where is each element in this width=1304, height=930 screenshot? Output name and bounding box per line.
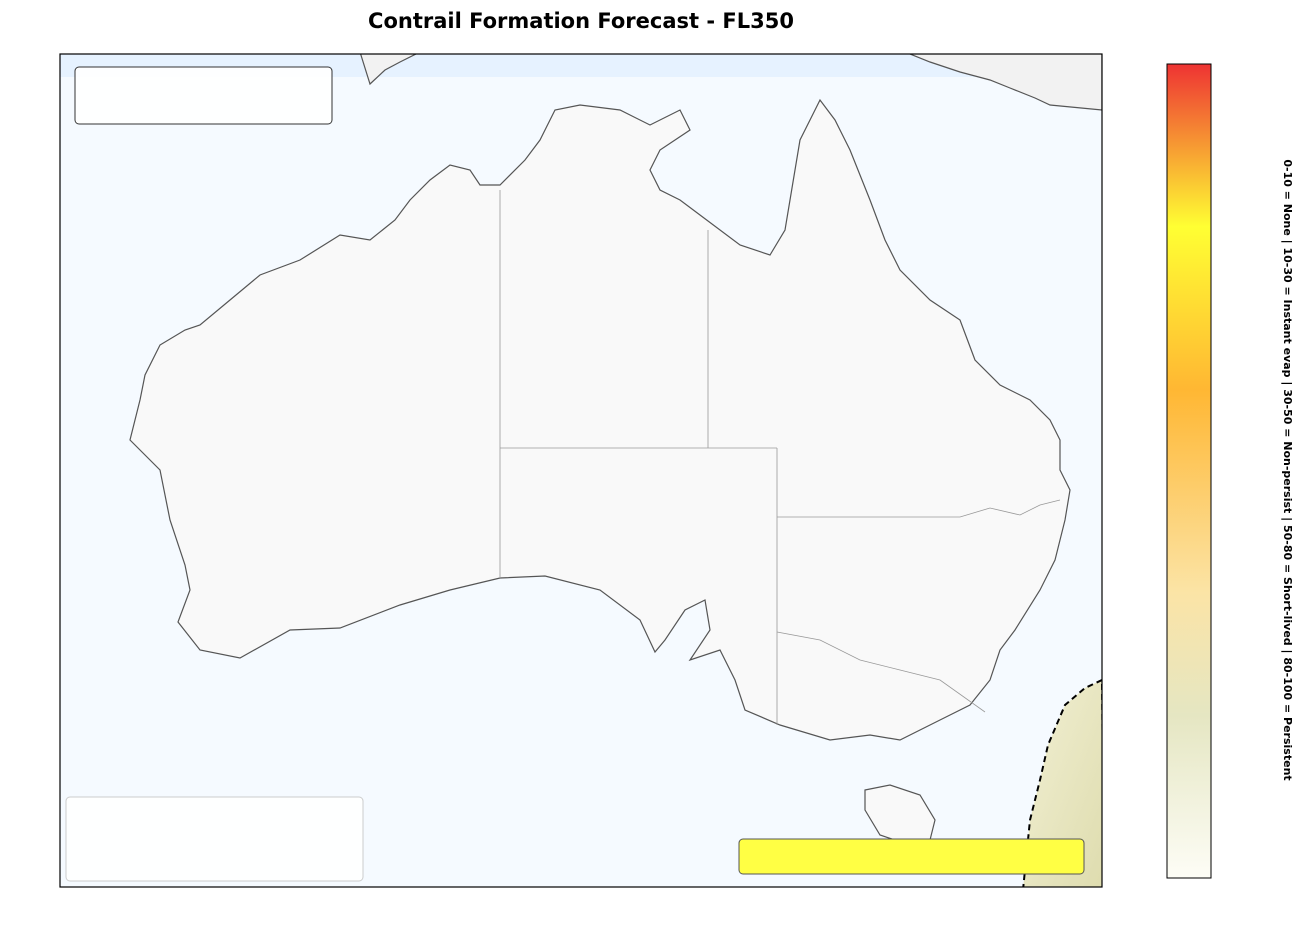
colorbar-label: 0-10 = None | 10-30 = Instant evap | 30-… bbox=[1281, 159, 1294, 780]
legend-box bbox=[65, 796, 364, 882]
map-frame bbox=[59, 53, 1103, 888]
australia bbox=[129, 98, 1071, 741]
map bbox=[60, 54, 1102, 887]
contrail-area bbox=[1022, 678, 1102, 887]
state-borders bbox=[499, 190, 1061, 725]
border bbox=[777, 499, 1061, 518]
colorbar bbox=[1166, 63, 1212, 879]
info-box bbox=[74, 66, 333, 125]
warning-box bbox=[738, 838, 1085, 875]
title: Contrail Formation Forecast - FL350 bbox=[368, 9, 794, 33]
new-guinea bbox=[359, 54, 1102, 111]
border bbox=[776, 631, 986, 713]
